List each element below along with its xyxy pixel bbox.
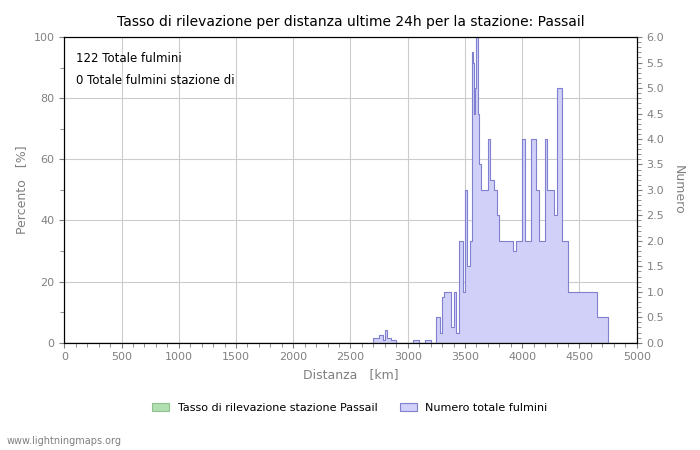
Legend: Tasso di rilevazione stazione Passail, Numero totale fulmini: Tasso di rilevazione stazione Passail, N…: [148, 398, 552, 418]
Text: www.lightningmaps.org: www.lightningmaps.org: [7, 436, 122, 446]
Title: Tasso di rilevazione per distanza ultime 24h per la stazione: Passail: Tasso di rilevazione per distanza ultime…: [117, 15, 584, 29]
Y-axis label: Numero: Numero: [672, 165, 685, 215]
Y-axis label: Percento   [%]: Percento [%]: [15, 146, 28, 234]
Text: 122 Totale fulmini: 122 Totale fulmini: [76, 52, 181, 65]
X-axis label: Distanza   [km]: Distanza [km]: [302, 368, 398, 381]
Text: 0 Totale fulmini stazione di: 0 Totale fulmini stazione di: [76, 74, 235, 87]
